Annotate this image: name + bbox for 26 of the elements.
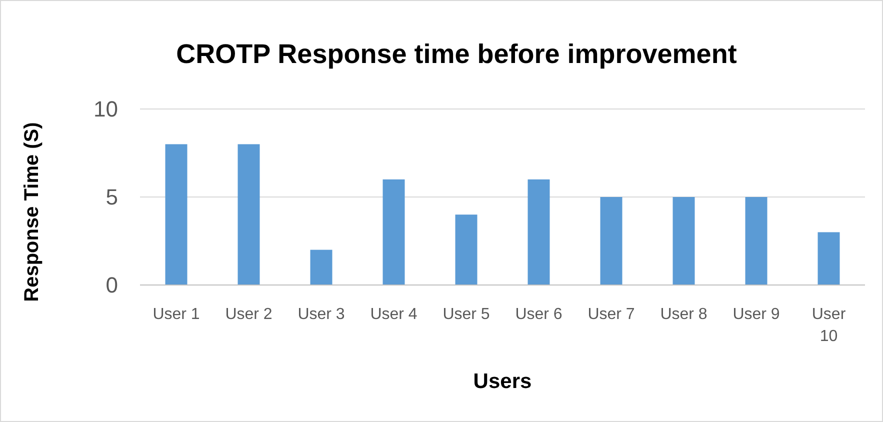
x-tick-label: User 3 <box>298 306 345 323</box>
x-tick-label: User 8 <box>660 306 708 323</box>
y-axis-title: Response Time (S) <box>21 122 43 302</box>
bar <box>310 250 332 285</box>
x-tick-label: User 5 <box>442 306 490 323</box>
y-tick-label: 0 <box>106 272 118 298</box>
bar <box>238 144 260 285</box>
bar <box>745 197 768 285</box>
x-tick-label: User 9 <box>732 306 780 323</box>
x-tick-label: User 10 <box>812 306 846 345</box>
bar <box>818 232 840 285</box>
bar <box>672 197 695 285</box>
x-tick-label: User 6 <box>515 306 562 323</box>
bar <box>528 179 550 285</box>
chart-title: CROTP Response time before improvement <box>176 39 737 69</box>
bar <box>455 214 478 285</box>
bar <box>165 144 188 285</box>
x-tick-label: User 1 <box>152 306 200 323</box>
bar <box>382 179 405 285</box>
y-tick-label: 10 <box>94 96 118 122</box>
bar <box>600 197 622 285</box>
y-tick-label: 5 <box>106 184 118 210</box>
x-tick-label: User 7 <box>588 306 635 323</box>
x-axis-title: Users <box>473 370 532 393</box>
x-tick-label: User 2 <box>225 306 272 323</box>
x-tick-label: User 4 <box>370 306 418 323</box>
